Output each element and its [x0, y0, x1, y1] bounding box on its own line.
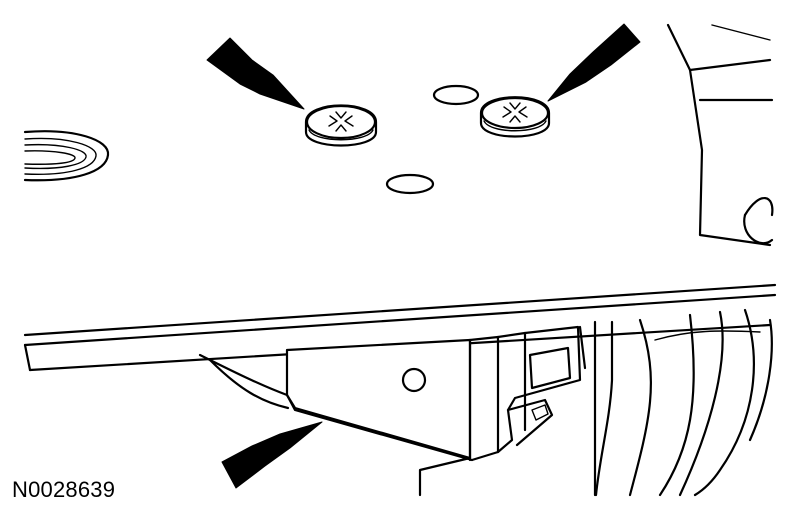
screw-right	[479, 96, 551, 138]
arrow-lower	[221, 421, 323, 489]
bracket-hole	[401, 367, 427, 393]
arrow-upper-left	[206, 37, 305, 110]
bracket	[285, 325, 587, 497]
screw-left	[304, 104, 378, 147]
threaded-hole	[23, 130, 110, 182]
wiring	[198, 308, 773, 497]
arrow-upper-right	[547, 23, 641, 102]
plate-hole-upper	[432, 84, 480, 106]
right-structure	[666, 23, 774, 247]
figure-id-label: N0028639	[12, 477, 116, 502]
plate-hole-lower	[385, 173, 435, 195]
bracket-slot	[531, 404, 549, 421]
